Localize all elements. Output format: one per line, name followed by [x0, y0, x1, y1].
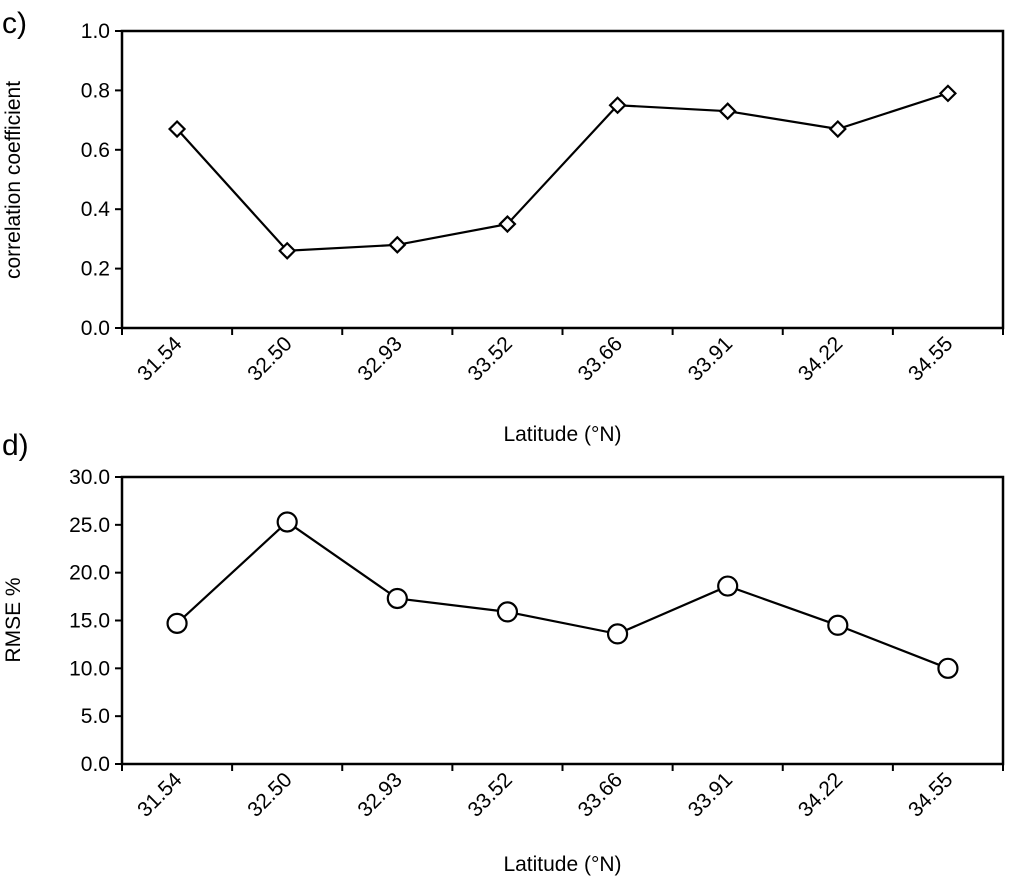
x-tick-label: 31.54: [133, 332, 187, 386]
y-tick-label: 10.0: [69, 657, 110, 680]
y-axis-title: correlation coefficient: [2, 81, 25, 279]
y-tick-label: 0.0: [81, 753, 110, 776]
series-line: [176, 92, 949, 252]
x-tick-label: 32.50: [243, 768, 296, 821]
data-point: [938, 84, 957, 103]
x-tick-label: 33.91: [684, 332, 737, 385]
data-point: [166, 612, 188, 634]
panel-label: d): [2, 429, 29, 462]
y-tick-label: 0.2: [81, 258, 110, 281]
y-axis-title: RMSE %: [2, 577, 25, 662]
data-point: [388, 235, 407, 254]
data-point: [717, 575, 739, 597]
x-tick-label: 33.66: [574, 768, 627, 821]
plot-area: [120, 29, 1005, 330]
y-tick-label: 0.4: [81, 198, 111, 221]
x-tick-label: 34.22: [794, 768, 847, 821]
data-point: [386, 587, 408, 610]
x-axis-title: Latitude (°N): [503, 853, 621, 876]
y-tick-label: 0.8: [81, 79, 110, 102]
y-tick-label: 0.0: [81, 317, 110, 340]
y-tick-label: 0.6: [81, 139, 110, 162]
data-point: [606, 623, 629, 645]
x-tick-label: 33.91: [684, 768, 737, 821]
x-tick-label: 33.66: [574, 332, 627, 385]
x-tick-label: 32.93: [353, 332, 406, 385]
series-line: [176, 520, 949, 670]
x-tick-label: 34.55: [904, 768, 957, 821]
data-point: [718, 102, 737, 121]
y-tick-label: 5.0: [81, 705, 110, 728]
x-tick-label: 32.50: [243, 332, 296, 385]
y-tick-label: 30.0: [69, 466, 110, 489]
x-tick-label: 32.93: [353, 768, 406, 821]
plot-area: [120, 475, 1005, 766]
x-tick-label: 33.52: [464, 768, 517, 821]
data-point: [827, 614, 849, 636]
panel-label: c): [2, 7, 27, 40]
x-tick-label: 34.55: [904, 332, 957, 385]
x-tick-label: 31.54: [133, 768, 187, 822]
y-tick-label: 1.0: [81, 20, 110, 43]
data-point: [937, 657, 959, 679]
data-point: [168, 119, 187, 139]
x-tick-label: 33.52: [464, 332, 517, 385]
x-tick-label: 34.22: [794, 332, 847, 385]
data-point: [498, 214, 517, 234]
y-tick-label: 25.0: [69, 514, 110, 537]
chart-panel-rmse: d) 0.0 5.0 10.0 15.0 20.0 25.0 30.0 31.54 32.50 32…: [2, 429, 1005, 876]
data-point: [496, 601, 519, 623]
data-point: [278, 241, 297, 260]
chart-panel-correlation: c) 0.0 0.2 0.4 0.6 0.8 1.0 31.54 32.50 32.93 33.52…: [2, 7, 1005, 446]
data-point: [828, 119, 847, 139]
y-tick-label: 20.0: [69, 562, 110, 585]
data-point: [608, 96, 627, 115]
data-point: [276, 511, 298, 533]
x-axis-title: Latitude (°N): [503, 423, 621, 446]
y-tick-label: 15.0: [69, 610, 110, 633]
